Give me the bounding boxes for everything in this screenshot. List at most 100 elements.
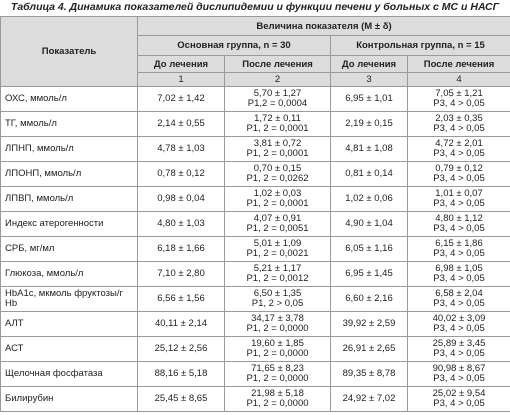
p-value: Р1, 2 = 0,0021 — [246, 248, 309, 259]
table-cell: 5,21 ± 1,17 Р1, 2 = 0,0012 — [224, 261, 331, 287]
p-value: Р3, 4 > 0,05 — [433, 348, 485, 359]
cell-value: 5,21 ± 1,17 — [253, 263, 302, 274]
p-value: Р3, 4 > 0,05 — [433, 273, 485, 284]
table-cell: 90,98 ± 8,67 Р3, 4 > 0,05 — [406, 361, 510, 387]
table-cell: 5,01 ± 1,09 Р1, 2 = 0,0021 — [224, 236, 331, 262]
table-cell: 39,92 ± 2,59 — [330, 311, 408, 337]
table-row: HbA1c, мкмоль фруктозы/г Hb 6,56 ± 1,56 6,… — [0, 286, 510, 312]
header-cell: 1 — [137, 72, 225, 87]
p-value: Р1, 2 = 0,0001 — [246, 198, 309, 209]
table-row: Щелочная фосфатаза 88,16 ± 5,18 71,65 ± 8,… — [0, 361, 510, 387]
table-cell: 6,56 ± 1,56 — [137, 286, 225, 312]
table-cell: 6,60 ± 2,16 — [330, 286, 408, 312]
header-cell: Показатель — [0, 16, 138, 87]
table-cell: 4,90 ± 1,04 — [330, 211, 408, 237]
p-value: Р1, 2 = 0,0012 — [246, 273, 309, 284]
table-cell: 6,50 ± 1,35 Р1, 2 > 0,05 — [224, 286, 331, 312]
table-cell: 26,91 ± 2,65 — [330, 336, 408, 362]
cell-value: 40,02 ± 3,09 — [432, 313, 486, 324]
table-cell: 3,81 ± 0,72 Р1, 2 = 0,0001 — [224, 136, 331, 162]
row-label: ЛПНП, ммоль/л — [0, 136, 138, 162]
table-cell: 1,02 ± 0,03 Р1, 2 = 0,0001 — [224, 186, 331, 212]
table-cell: 1,02 ± 0,06 — [330, 186, 408, 212]
cell-value: 0,79 ± 0,12 — [435, 163, 483, 174]
table-title: Таблица 4. Динамика показателей дислипид… — [10, 1, 500, 13]
table-cell: 2,14 ± 0,55 — [137, 111, 225, 137]
table-row: СРБ, мг/мл 6,18 ± 1,66 5,01 ± 1,09 Р1, 2 = … — [0, 236, 510, 262]
table-cell: 21,98 ± 5,18 Р1, 2 = 0,0000 — [224, 386, 331, 412]
table-cell: 4,81 ± 1,08 — [330, 136, 408, 162]
table-row: ТГ, ммоль/л 2,14 ± 0,55 1,72 ± 0,11 Р1, 2 =… — [0, 111, 510, 137]
table-row: АЛТ 40,11 ± 2,14 34,17 ± 3,78 Р1, 2 = 0,000… — [0, 311, 510, 337]
p-value: Р1, 2 = 0,0262 — [246, 173, 309, 184]
p-value: Р3, 4 > 0,05 — [433, 323, 485, 334]
p-value: Р3, 4 > 0,05 — [433, 248, 485, 259]
table-cell: 25,02 ± 9,54 Р3, 4 > 0,05 — [406, 386, 510, 412]
p-value: Р3, 4 > 0,05 — [433, 148, 485, 159]
p-value: Р3, 4 > 0,05 — [433, 223, 485, 234]
table-cell: 40,11 ± 2,14 — [137, 311, 225, 337]
p-value: Р3, 4 > 0,05 — [433, 398, 485, 409]
cell-value: 6,98 ± 1,05 — [435, 263, 483, 274]
p-value: Р1, 2 = 0,0001 — [246, 148, 309, 159]
header-cell: Основная группа, n = 30 — [137, 35, 331, 56]
table-cell: 71,65 ± 8,23 Р1, 2 = 0,0000 — [224, 361, 331, 387]
cell-value: 1,01 ± 0,07 — [435, 188, 483, 199]
table-cell: 6,95 ± 1,01 — [330, 86, 408, 112]
row-label: Билирубин — [0, 386, 138, 412]
cell-value: 2,03 ± 0,35 — [435, 113, 483, 124]
header-cell: После лечения — [224, 55, 331, 73]
row-label: ЛПОНП, ммоль/л — [0, 161, 138, 187]
header-cell: Контрольная группа, n = 15 — [329, 35, 510, 56]
p-value: Р1, 2 = 0,0051 — [246, 223, 309, 234]
p-value: Р1, 2 = 0,0000 — [246, 373, 309, 384]
table-cell: 4,72 ± 2,01 Р3, 4 > 0,05 — [406, 136, 510, 162]
table-cell: 0,81 ± 0,14 — [330, 161, 408, 187]
p-value: Р3, 4 > 0,05 — [433, 173, 485, 184]
row-label: АЛТ — [0, 311, 138, 337]
table-row: ЛПОНП, ммоль/л 0,78 ± 0,12 0,70 ± 0,15 Р1, … — [0, 161, 510, 187]
p-value: Р1, 2 > 0,05 — [251, 298, 304, 309]
table-cell: 34,17 ± 3,78 Р1, 2 = 0,0000 — [224, 311, 331, 337]
cell-value: 0,70 ± 0,15 — [253, 163, 302, 174]
p-value: Р3, 4 > 0,05 — [433, 373, 485, 384]
table-cell: 5,70 ± 1,27 Р1,2 = 0,0004 — [224, 86, 331, 112]
p-value: Р1, 2 = 0,0000 — [246, 323, 309, 334]
table-cell: 25,89 ± 3,45 Р3, 4 > 0,05 — [406, 336, 510, 362]
table-row: Билирубин 25,45 ± 8,65 21,98 ± 5,18 Р1, 2 =… — [0, 386, 510, 412]
table-row: Глюкоза, ммоль/л 7,10 ± 2,80 5,21 ± 1,17 Р1… — [0, 261, 510, 287]
table-cell: 6,58 ± 2,04 Р3, 4 > 0,05 — [406, 286, 510, 312]
table-cell: 0,70 ± 0,15 Р1, 2 = 0,0262 — [224, 161, 331, 187]
table-row: ЛПНП, ммоль/л 4,78 ± 1,03 3,81 ± 0,72 Р1, 2… — [0, 136, 510, 162]
table-cell: 4,80 ± 1,03 — [137, 211, 225, 237]
table-cell: 1,72 ± 0,11 Р1, 2 = 0,0001 — [224, 111, 331, 137]
table-cell: 4,80 ± 1,12 Р3, 4 > 0,05 — [406, 211, 510, 237]
cell-value: 21,98 ± 5,18 — [251, 388, 304, 399]
table-cell: 40,02 ± 3,09 Р3, 4 > 0,05 — [406, 311, 510, 337]
row-label: ОХС, ммоль/л — [0, 86, 138, 112]
cell-value: 71,65 ± 8,23 — [251, 363, 304, 374]
cell-value: 3,81 ± 0,72 — [253, 138, 302, 149]
header-cell: Величина показателя (M ± δ) — [136, 16, 510, 36]
table-cell: 0,98 ± 0,04 — [137, 186, 225, 212]
header-cell: После лечения — [406, 55, 510, 73]
table-cell: 6,98 ± 1,05 Р3, 4 > 0,05 — [406, 261, 510, 287]
table-cell: 4,07 ± 0,91 Р1, 2 = 0,0051 — [224, 211, 331, 237]
p-value: Р3, 4 > 0,05 — [433, 298, 485, 309]
table-cell: 2,03 ± 0,35 Р3, 4 > 0,05 — [406, 111, 510, 137]
table-cell: 88,16 ± 5,18 — [137, 361, 225, 387]
row-label: ТГ, ммоль/л — [0, 111, 138, 137]
table-cell: 19,60 ± 1,85 Р1, 2 = 0,0000 — [224, 336, 331, 362]
table-cell: 7,10 ± 2,80 — [137, 261, 225, 287]
row-label: ЛПВП, ммоль/л — [0, 186, 138, 212]
p-value: Р3, 4 > 0,05 — [433, 123, 485, 134]
table-row: ОХС, ммоль/л 7,02 ± 1,42 5,70 ± 1,27 Р1,2 =… — [0, 86, 510, 112]
p-value: Р3, 4 > 0,05 — [433, 198, 485, 209]
p-value: Р1, 2 = 0,0000 — [246, 398, 309, 409]
row-label: Индекс атерогенности — [0, 211, 138, 237]
header-cell: До лечения — [330, 55, 408, 73]
table-cell: 7,02 ± 1,42 — [137, 86, 225, 112]
table-cell: 6,18 ± 1,66 — [137, 236, 225, 262]
table-cell: 7,05 ± 1,21 Р3, 4 > 0,05 — [406, 86, 510, 112]
p-value: Р1,2 = 0,0004 — [247, 98, 308, 109]
